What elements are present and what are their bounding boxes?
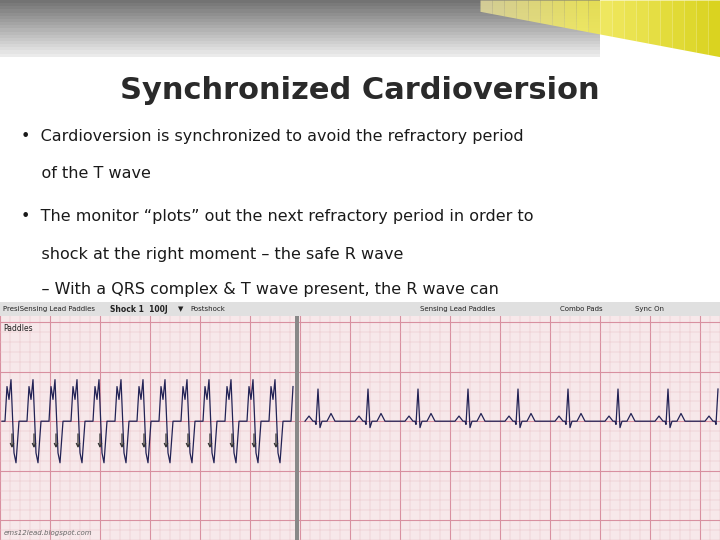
Text: •  The monitor “plots” out the next refractory period in order to: • The monitor “plots” out the next refra…: [22, 209, 534, 224]
Text: Sync On: Sync On: [635, 306, 664, 312]
Text: ▼: ▼: [178, 306, 184, 312]
Text: Combo Pads: Combo Pads: [560, 306, 603, 312]
Text: Postshock: Postshock: [190, 306, 225, 312]
Text: Paddles: Paddles: [3, 323, 32, 333]
Text: Synchronized Cardioversion: Synchronized Cardioversion: [120, 76, 600, 105]
Text: shock at the right moment – the safe R wave: shock at the right moment – the safe R w…: [22, 246, 404, 261]
Text: •  Cardioversion is synchronized to avoid the refractory period: • Cardioversion is synchronized to avoid…: [22, 129, 524, 144]
Bar: [295, 302, 299, 540]
Text: – With a QRS complex & T wave present, the R wave can: – With a QRS complex & T wave present, t…: [22, 282, 499, 297]
Text: Shock 1  100J: Shock 1 100J: [110, 305, 168, 314]
Bar: [0, 302, 720, 316]
Text: be predicted (cannot work in VF – no wave forms present): be predicted (cannot work in VF – no wav…: [22, 315, 524, 330]
Text: PresiSensing Lead Paddles: PresiSensing Lead Paddles: [3, 306, 95, 312]
Text: ems12lead.blogspot.com: ems12lead.blogspot.com: [4, 530, 93, 536]
Text: Sensing Lead Paddles: Sensing Lead Paddles: [420, 306, 495, 312]
Text: of the T wave: of the T wave: [22, 166, 151, 181]
